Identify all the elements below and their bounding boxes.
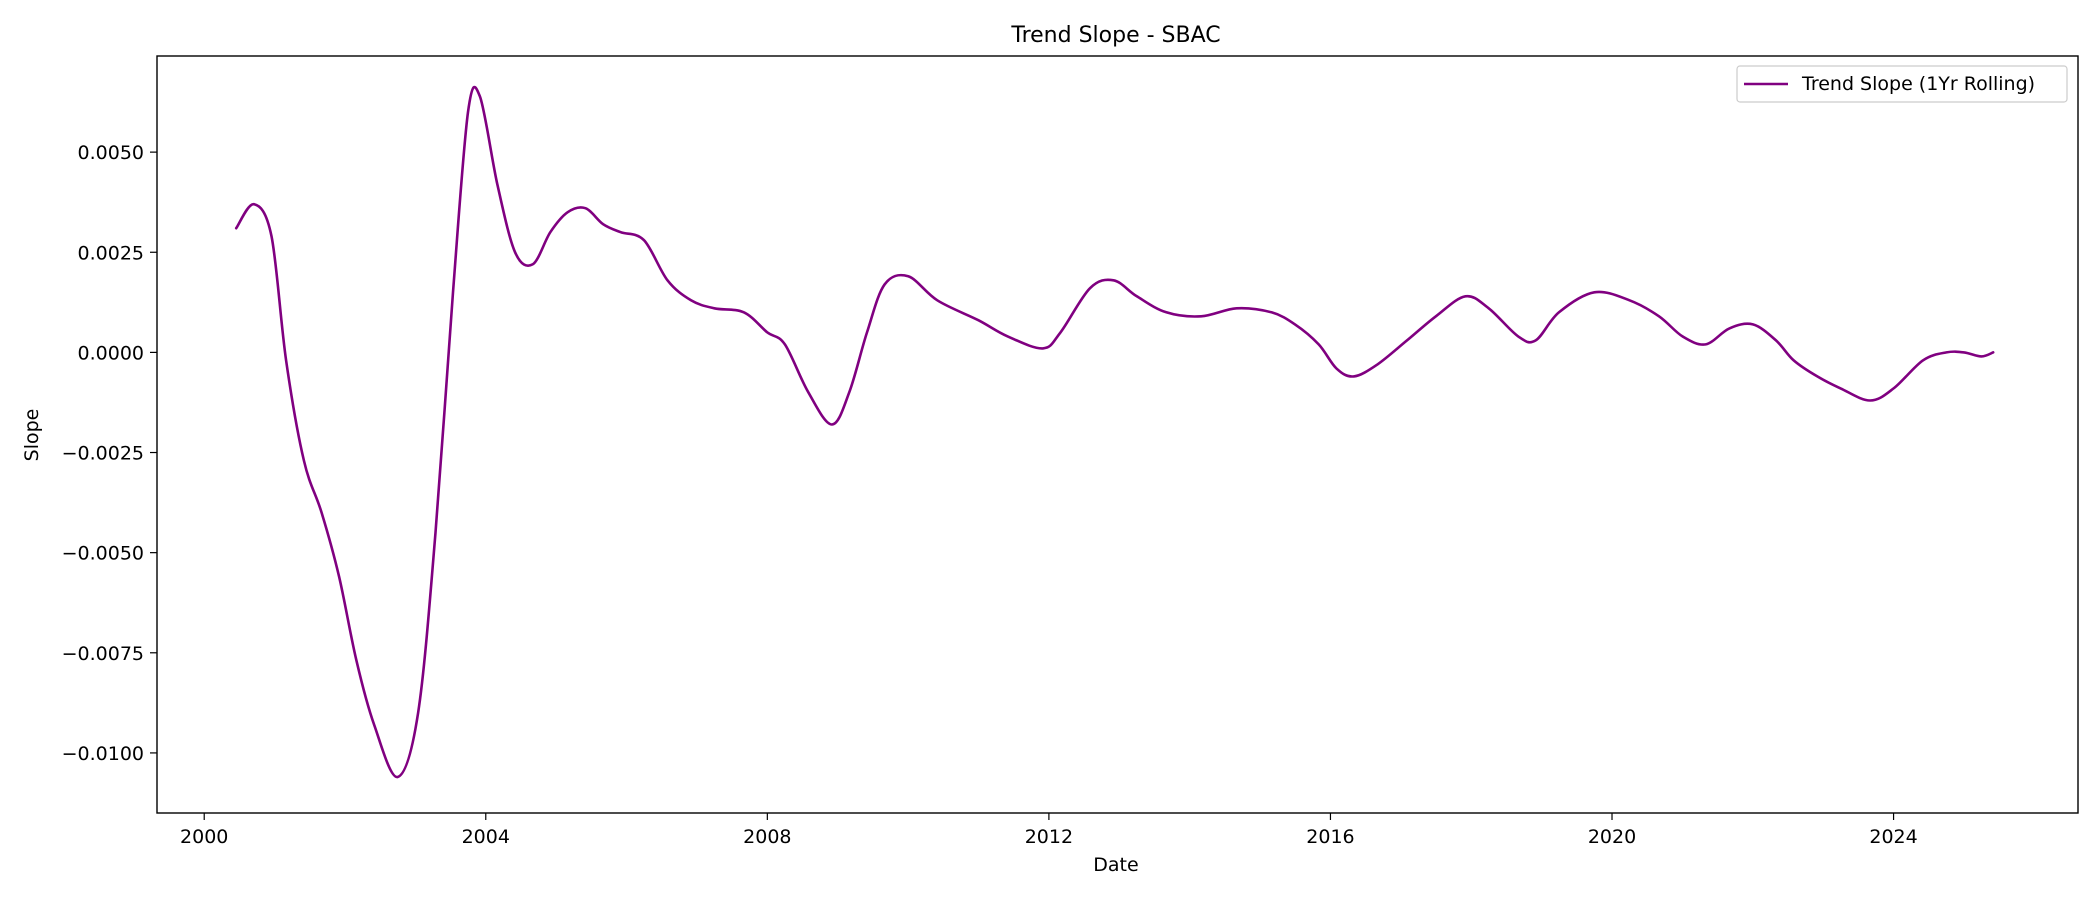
- y-tick-label: 0.0050: [78, 142, 144, 164]
- y-tick-label: 0.0025: [78, 242, 144, 264]
- x-tick-label: 2000: [180, 826, 228, 848]
- legend-box: [1736, 65, 2068, 103]
- x-tick-label: 2004: [462, 826, 510, 848]
- y-axis-label: Slope: [21, 409, 43, 462]
- series-line: [234, 85, 1995, 779]
- chart-title: Trend Slope - SBAC: [1010, 23, 1220, 48]
- y-axis: 0.0050 0.0025 0.0000 −0.0025 −0.0050 −0.0075 −…: [62, 142, 157, 765]
- y-tick-label: −0.0050: [62, 543, 144, 565]
- x-axis: 2000 2004 2008 2012 2016 2020 2024: [180, 813, 1918, 848]
- x-tick-label: 2020: [1588, 826, 1636, 848]
- legend-label: Trend Slope (1Yr Rolling): [1801, 73, 2035, 95]
- x-tick-label: 2008: [743, 826, 791, 848]
- x-axis-label: Date: [1093, 854, 1138, 876]
- y-tick-label: −0.0100: [62, 743, 144, 765]
- y-tick-label: 0.0000: [78, 342, 144, 364]
- x-tick-label: 2012: [1025, 826, 1073, 848]
- plot-frame: [156, 55, 2079, 814]
- x-tick-label: 2024: [1869, 826, 1917, 848]
- y-tick-label: −0.0025: [62, 443, 144, 465]
- plot-area: [156, 55, 2079, 814]
- legend: Trend Slope (1Yr Rolling): [1736, 65, 2068, 103]
- y-tick-label: −0.0075: [62, 643, 144, 665]
- x-tick-label: 2016: [1306, 826, 1354, 848]
